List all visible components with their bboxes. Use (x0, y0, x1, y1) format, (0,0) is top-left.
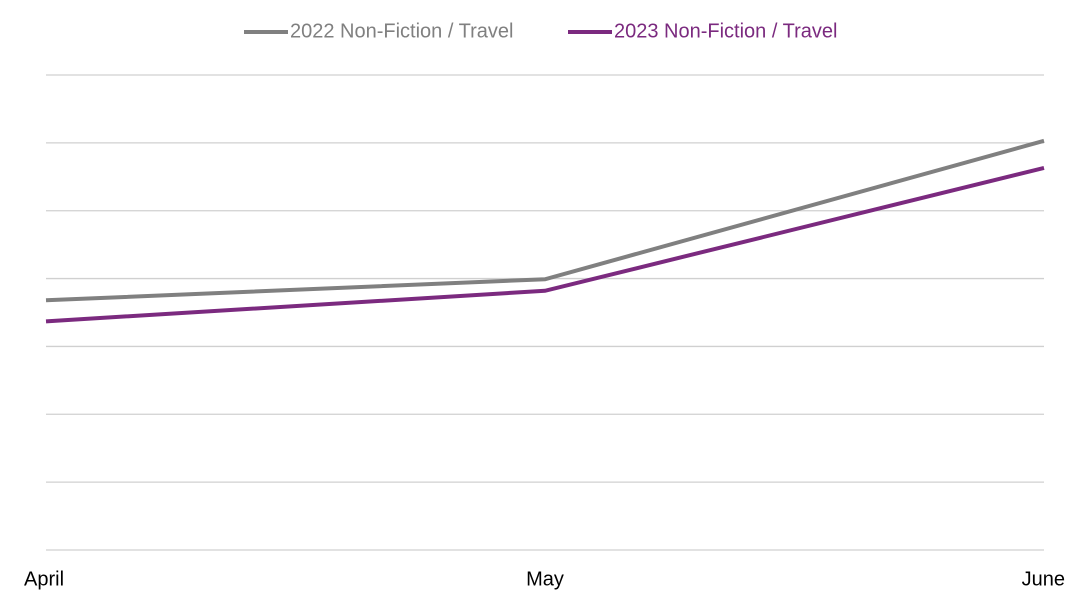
x-tick-label: June (1022, 568, 1065, 590)
series-line (45, 138, 1045, 303)
x-tick-label: April (24, 568, 64, 590)
x-tick-label: May (526, 568, 564, 590)
series-line (45, 166, 1045, 324)
legend-label: 2023 Non-Fiction / Travel (614, 20, 837, 42)
legend-label: 2022 Non-Fiction / Travel (290, 20, 513, 42)
